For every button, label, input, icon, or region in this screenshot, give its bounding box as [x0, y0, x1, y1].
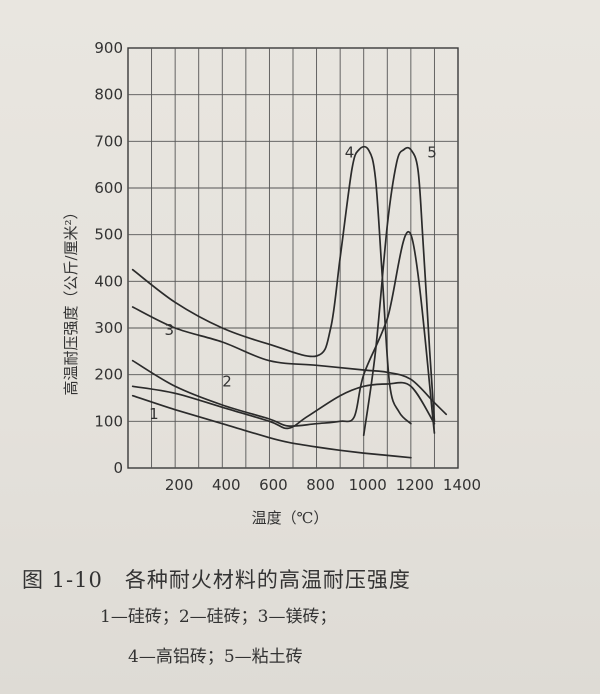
tick-labels: 0 100 200 300 400 500 600 700 800 900 200 400 600 800…: [94, 39, 481, 494]
curve-label-5: 5: [427, 144, 437, 162]
x-tick-label: 600: [259, 476, 288, 494]
x-axis-label: 温度（℃）: [252, 509, 329, 527]
y-tick-label: 600: [94, 179, 123, 197]
series-line-3: [131, 231, 436, 434]
curve-label-3: 3: [164, 321, 174, 339]
y-tick-label: 0: [113, 459, 123, 477]
series-group: [131, 145, 448, 459]
y-tick-label: 500: [94, 226, 123, 244]
legend-line-1: 1—硅砖；2—硅砖；3—镁砖；: [100, 607, 337, 627]
series-line-6: [362, 146, 436, 437]
y-tick-label: 200: [94, 366, 123, 384]
y-tick-label: 100: [94, 412, 123, 430]
x-tick-label: 800: [306, 476, 335, 494]
x-tick-label: 400: [212, 476, 241, 494]
figure-title: 图 1-10 各种耐火材料的高温耐压强度: [22, 568, 411, 592]
series-line-1: [131, 394, 412, 459]
y-tick-label: 400: [94, 272, 123, 290]
legend-line-2: 4—高铝砖；5—粘土砖: [128, 647, 303, 667]
x-tick-label: 1000: [349, 476, 387, 494]
series-line-5: [131, 145, 412, 425]
y-tick-label: 800: [94, 86, 123, 104]
chart: 0 100 200 300 400 500 600 700 800 900 200 400 600 800…: [62, 39, 481, 527]
series-line-4: [131, 306, 448, 416]
x-tick-label: 1400: [443, 476, 481, 494]
y-axis-label: 高温耐压强度（公斤/厘米²）: [62, 204, 80, 395]
y-tick-label: 900: [94, 39, 123, 57]
x-tick-label: 1200: [396, 476, 434, 494]
y-tick-label: 700: [94, 132, 123, 150]
curve-label-1: 1: [149, 405, 159, 423]
x-tick-label: 200: [165, 476, 194, 494]
y-tick-label: 300: [94, 319, 123, 337]
grid: [127, 47, 459, 469]
curve-label-4: 4: [345, 144, 355, 162]
curve-labels: 1 2 3 4 5: [149, 144, 437, 423]
series-line-2: [131, 381, 436, 430]
curve-label-2: 2: [222, 372, 232, 390]
